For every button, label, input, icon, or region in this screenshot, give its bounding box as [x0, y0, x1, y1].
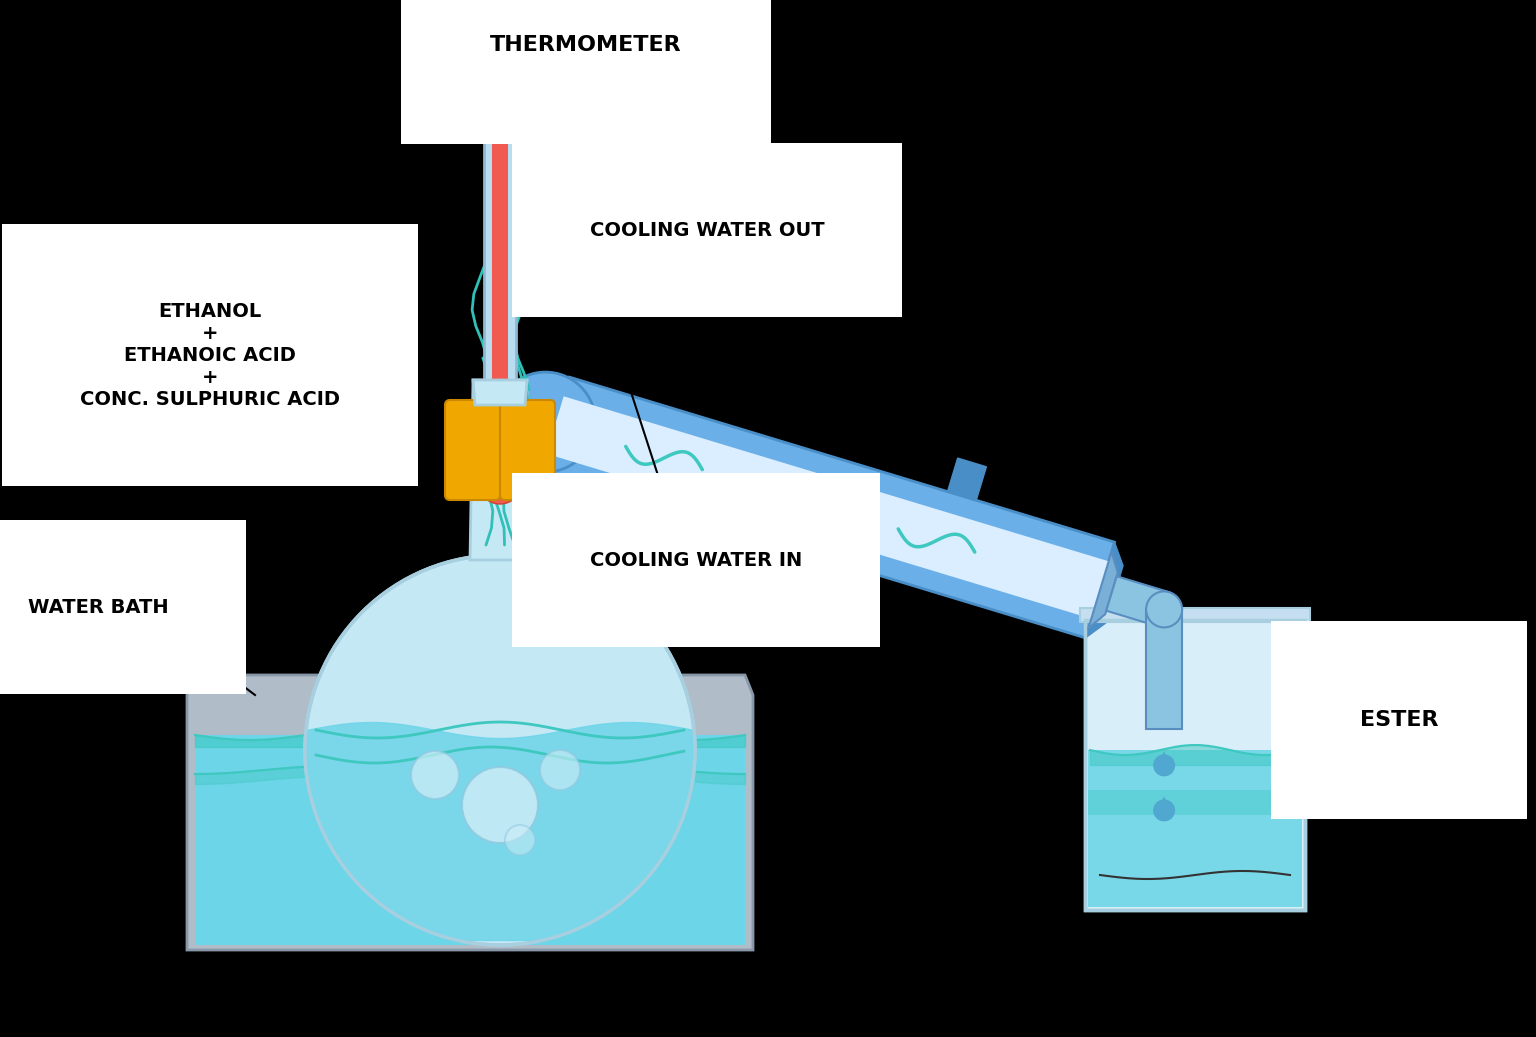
- Polygon shape: [1087, 750, 1303, 907]
- Polygon shape: [492, 125, 508, 472]
- Polygon shape: [450, 405, 495, 495]
- Circle shape: [462, 767, 538, 843]
- Text: COOLING WATER OUT: COOLING WATER OUT: [590, 221, 825, 240]
- Circle shape: [1146, 591, 1183, 627]
- Polygon shape: [195, 735, 745, 945]
- Circle shape: [541, 750, 581, 790]
- Circle shape: [484, 75, 516, 107]
- Polygon shape: [1157, 752, 1170, 765]
- Polygon shape: [187, 675, 753, 950]
- Text: ETHANOL
+
ETHANOIC ACID
+
CONC. SULPHURIC ACID: ETHANOL + ETHANOIC ACID + CONC. SULPHURI…: [80, 302, 339, 409]
- Polygon shape: [470, 380, 530, 560]
- Circle shape: [1154, 754, 1175, 777]
- Polygon shape: [473, 380, 527, 405]
- Circle shape: [1154, 800, 1175, 821]
- Polygon shape: [1086, 542, 1123, 638]
- Polygon shape: [1106, 577, 1169, 626]
- Text: THERMOMETER: THERMOMETER: [490, 35, 682, 55]
- Text: COOLING WATER IN: COOLING WATER IN: [590, 551, 802, 569]
- Circle shape: [478, 460, 522, 504]
- Polygon shape: [1084, 620, 1306, 910]
- Polygon shape: [668, 514, 708, 557]
- Circle shape: [496, 372, 596, 472]
- FancyBboxPatch shape: [445, 400, 501, 500]
- Text: ESTER: ESTER: [1359, 710, 1439, 730]
- Polygon shape: [1157, 796, 1170, 810]
- Polygon shape: [1089, 552, 1118, 628]
- Polygon shape: [1080, 608, 1310, 622]
- Text: WATER BATH: WATER BATH: [28, 597, 169, 617]
- Circle shape: [412, 751, 459, 798]
- Polygon shape: [1087, 790, 1303, 815]
- Polygon shape: [1146, 610, 1183, 729]
- Circle shape: [505, 825, 535, 854]
- FancyBboxPatch shape: [501, 400, 554, 500]
- Polygon shape: [948, 458, 986, 500]
- Polygon shape: [484, 91, 516, 480]
- Polygon shape: [541, 377, 1115, 638]
- Polygon shape: [547, 396, 1109, 619]
- Circle shape: [306, 555, 694, 945]
